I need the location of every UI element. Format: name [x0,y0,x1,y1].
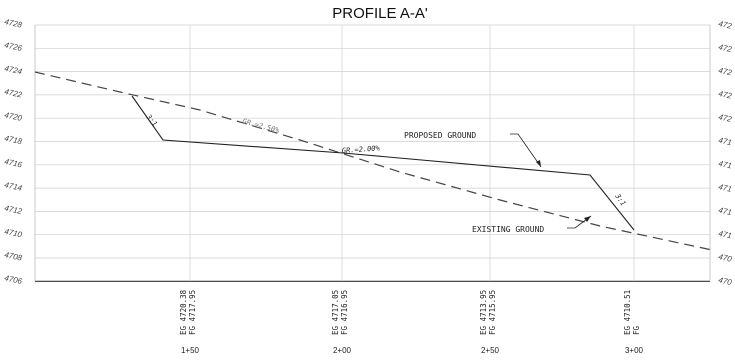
existing-grade-label: GR.=2.50% [241,117,280,135]
elevation-label-right: 472 [718,19,733,31]
station-elevation-label: EG 4713.95 [479,290,488,335]
station-label: 2+50 [481,346,500,355]
elevation-label: 4728 [4,17,24,30]
elevation-label: 4720 [4,110,24,123]
elevation-label: 4708 [4,250,24,263]
existing-ground-label: EXISTING GROUND [472,225,544,234]
station-label: 3+00 [625,346,644,355]
elevation-label-right: 471 [718,159,733,171]
station-axis: 1+50 2+00 2+50 3+00 [181,346,644,355]
station-elevation-labels: EG 4720.38 FG 4717.95 EG 4717.05 FG 4716.95… [179,289,641,335]
station-elevation-label: FG 4715.95 [488,290,497,335]
elevation-label-right: 471 [718,136,733,148]
existing-ground-line [34,71,713,251]
elevation-label: 4706 [4,273,24,286]
station-elevation-label: EG 4720.38 [179,289,188,335]
station-label: 1+50 [181,346,200,355]
elevation-label: 4716 [4,157,24,170]
proposed-ground-arrowhead [536,160,541,167]
slope-right-label: 3:1 [613,192,627,208]
proposed-ground-label: PROPOSED GROUND [404,131,476,140]
station-elevation-label: EG 4710.51 [623,290,632,335]
slope-left-label: 3:1 [144,112,159,128]
elevation-label: 4718 [4,134,24,147]
elevation-label: 4724 [4,64,24,77]
elevation-axis-left: 4728 4726 4724 4722 4720 4718 4716 4714 4712 4710… [4,17,24,286]
elevation-label: 4722 [4,87,24,100]
elevation-label-right: 472 [718,42,733,54]
station-elevation-label: EG 4717.05 [331,290,340,335]
elevation-label-right: 471 [718,229,733,241]
station-elevation-label: FG 4717.95 [188,290,197,335]
elevation-label-right: 470 [718,252,733,264]
elevation-label: 4712 [4,204,24,217]
station-elevation-label: FG 4716.95 [340,290,349,335]
elevation-grid [34,24,711,282]
elevation-label-right: 470 [718,275,733,287]
proposed-ground-line [131,95,635,231]
station-label: 2+00 [333,346,352,355]
elevation-label: 4710 [4,227,24,240]
profile-title: PROFILE A-A' [332,5,428,22]
elevation-label-right: 472 [718,89,733,101]
proposed-grade-label: GR.=2.00% [342,144,381,155]
elevation-label-right: 471 [718,206,733,218]
elevation-label-right: 472 [718,66,733,78]
elevation-label: 4726 [4,40,24,53]
elevation-axis-right: 472 472 472 472 472 471 471 471 471 471 470 470 [718,19,733,287]
elevation-label: 4714 [4,180,24,193]
elevation-label-right: 471 [718,182,733,194]
station-elevation-label: FG [632,325,641,335]
elevation-label-right: 472 [718,112,733,124]
existing-ground-arrowhead [584,216,591,222]
proposed-ground-leader [510,133,542,168]
